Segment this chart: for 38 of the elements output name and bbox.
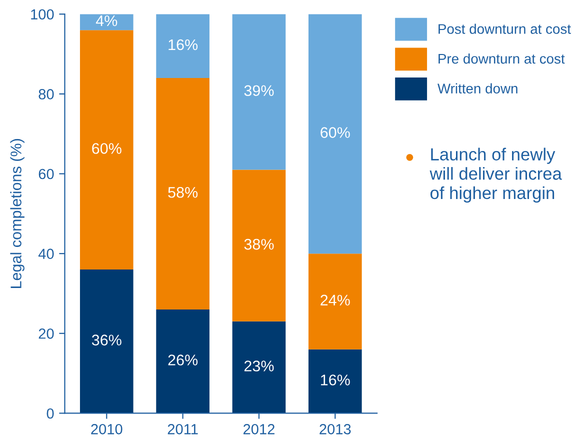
y-tick-label: 40 xyxy=(38,248,54,260)
bar xyxy=(156,14,210,78)
y-tick-label: 0 xyxy=(46,408,54,419)
data-label: 16% xyxy=(168,39,198,50)
bar xyxy=(232,170,286,322)
bar xyxy=(80,270,134,414)
x-tick-label: 2011 xyxy=(168,424,198,434)
x-tick-label: 2012 xyxy=(243,424,274,434)
y-axis-title: Legal completions (%) xyxy=(10,139,24,288)
bar xyxy=(232,14,286,170)
bar xyxy=(308,254,362,350)
data-label: 23% xyxy=(244,360,274,372)
y-tick-label: 100 xyxy=(31,9,54,20)
legend-label: Pre downturn at cost xyxy=(438,53,565,64)
data-label: 4% xyxy=(96,15,118,26)
data-label: 24% xyxy=(320,294,350,306)
x-tick-label: 2013 xyxy=(320,424,351,434)
legend-label: Post downturn at cost xyxy=(438,24,571,34)
legend-label: Written down xyxy=(438,83,518,94)
bar xyxy=(156,309,210,414)
text: Launch of newly will deliver increa of higher margin xyxy=(430,148,562,203)
data-label: 26% xyxy=(168,354,198,366)
data-label: 16% xyxy=(321,374,350,386)
y-tick-label: 60 xyxy=(38,168,54,180)
x-tick-label: 2010 xyxy=(91,424,122,434)
bar xyxy=(80,30,134,270)
data-label: 39% xyxy=(244,85,274,96)
y-tick-label: 20 xyxy=(38,328,54,339)
y-tick-label: 80 xyxy=(38,89,54,100)
data-label: 60% xyxy=(320,127,350,138)
bar xyxy=(308,14,362,254)
data-label: 36% xyxy=(92,334,122,346)
data-label: 38% xyxy=(244,238,274,250)
bar xyxy=(232,321,286,414)
data-label: 58% xyxy=(168,186,198,198)
bar xyxy=(308,349,362,414)
bar xyxy=(156,78,210,310)
data-label: 60% xyxy=(92,143,122,154)
